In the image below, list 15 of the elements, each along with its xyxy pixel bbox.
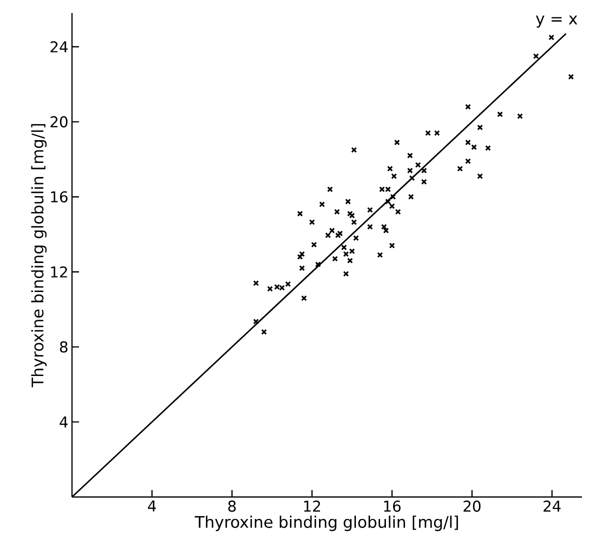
y-tick-label: 4 xyxy=(60,416,68,428)
y-tick-label: 16 xyxy=(51,191,68,202)
y-tick-label: 12 xyxy=(51,266,67,278)
x-tick-label: 8 xyxy=(228,500,236,512)
x-tick-label: 20 xyxy=(464,500,481,512)
x-tick-label: 24 xyxy=(544,500,561,512)
y-axis-title: Thyroxine binding globulin [mg/l] xyxy=(31,124,47,388)
x-axis-title: Thyroxine binding globulin [mg/l] xyxy=(194,516,458,532)
y-tick-label: 20 xyxy=(50,116,68,128)
x-tick-label: 16 xyxy=(384,500,401,512)
y-tick-label: 24 xyxy=(50,41,68,52)
series-label: y = x xyxy=(536,16,578,28)
x-tick-label: 12 xyxy=(304,500,320,512)
x-tick-label: 4 xyxy=(148,500,156,512)
y-tick-label: 8 xyxy=(60,341,68,353)
